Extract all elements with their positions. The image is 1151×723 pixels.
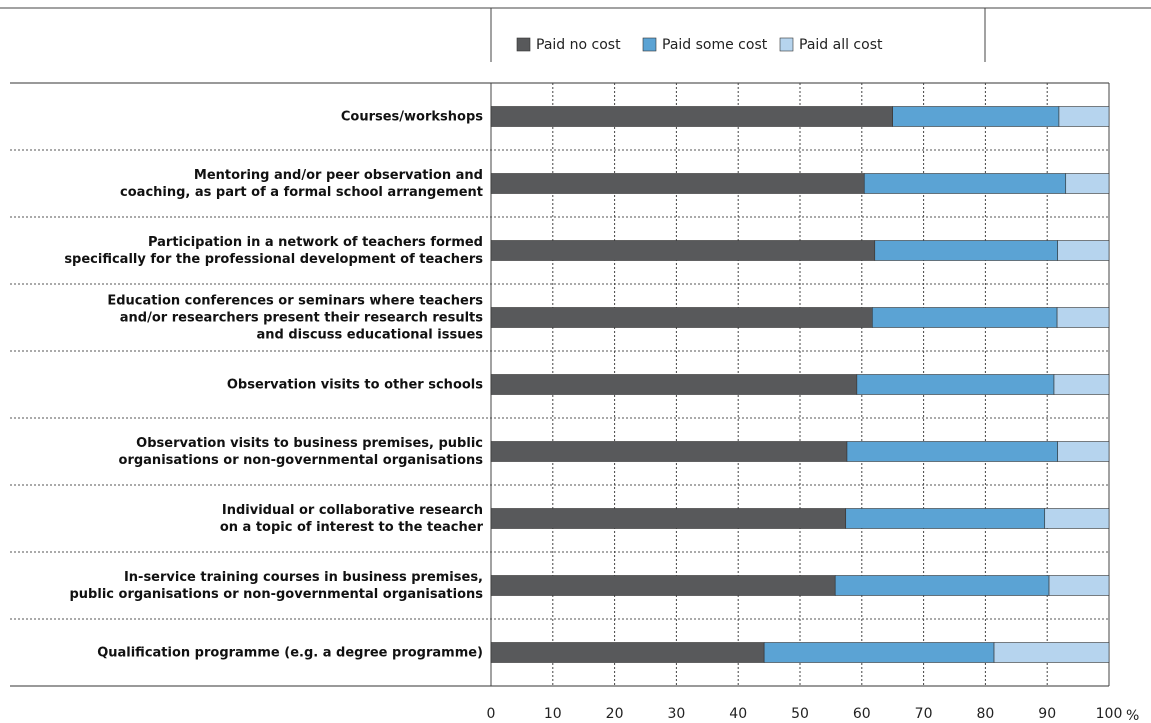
category-label: Mentoring and/or peer observation and co… [120, 167, 483, 200]
x-tick-label: 70 [915, 706, 933, 722]
bar-segment [1058, 106, 1110, 127]
bar-segment [763, 642, 995, 663]
x-tick-label: 100 [1096, 706, 1123, 722]
bar-segment [872, 307, 1058, 328]
bar-segment [1053, 374, 1110, 395]
legend-label: Paid no cost [536, 37, 621, 53]
legend-label: Paid all cost [799, 37, 883, 53]
bar-segment [1057, 441, 1110, 462]
bar-segment [490, 374, 858, 395]
bar-segment [490, 106, 894, 127]
bar-segment [490, 642, 765, 663]
legend-swatch [779, 37, 794, 52]
bar-segment [490, 508, 847, 529]
category-label: Participation in a network of teachers f… [64, 234, 483, 267]
x-tick-label: 30 [667, 706, 685, 722]
bar-segment [874, 240, 1059, 261]
x-tick-label: 40 [729, 706, 747, 722]
category-label: In-service training courses in business … [69, 569, 484, 602]
bar-segment [892, 106, 1060, 127]
category-label: Observation visits to business premises,… [118, 435, 483, 468]
bar-segment [993, 642, 1110, 663]
x-tick-label: 50 [791, 706, 809, 722]
bar-segment [1065, 173, 1110, 194]
x-tick-label: 90 [1038, 706, 1056, 722]
bar-segment [490, 575, 836, 596]
bar-segment [490, 307, 873, 328]
legend-label: Paid some cost [662, 37, 768, 53]
category-label: Education conferences or seminars where … [107, 293, 483, 342]
x-tick-label: 0 [487, 706, 496, 722]
bar-segment [845, 508, 1046, 529]
bar-segment [834, 575, 1050, 596]
x-tick-label: 80 [976, 706, 994, 722]
x-tick-label: 10 [544, 706, 562, 722]
category-label: Observation visits to other schools [226, 377, 483, 392]
bar-segment [1044, 508, 1110, 529]
legend-swatch [642, 37, 657, 52]
bar-segment [846, 441, 1059, 462]
x-tick-label: 20 [606, 706, 624, 722]
x-tick-label: 60 [853, 706, 871, 722]
bar-segment [856, 374, 1055, 395]
category-label: Qualification programme (e.g. a degree p… [97, 645, 483, 660]
x-unit: % [1126, 708, 1139, 723]
category-label: Individual or collaborative research on … [219, 502, 483, 535]
bar-segment [490, 441, 848, 462]
category-label: Courses/workshops [340, 109, 483, 124]
legend-swatch [516, 37, 531, 52]
bar-segment [1057, 240, 1110, 261]
bar-segment [1048, 575, 1110, 596]
bar-segment [490, 240, 876, 261]
bar-segment [1056, 307, 1110, 328]
bar-segment [490, 173, 865, 194]
bar-segment [863, 173, 1067, 194]
